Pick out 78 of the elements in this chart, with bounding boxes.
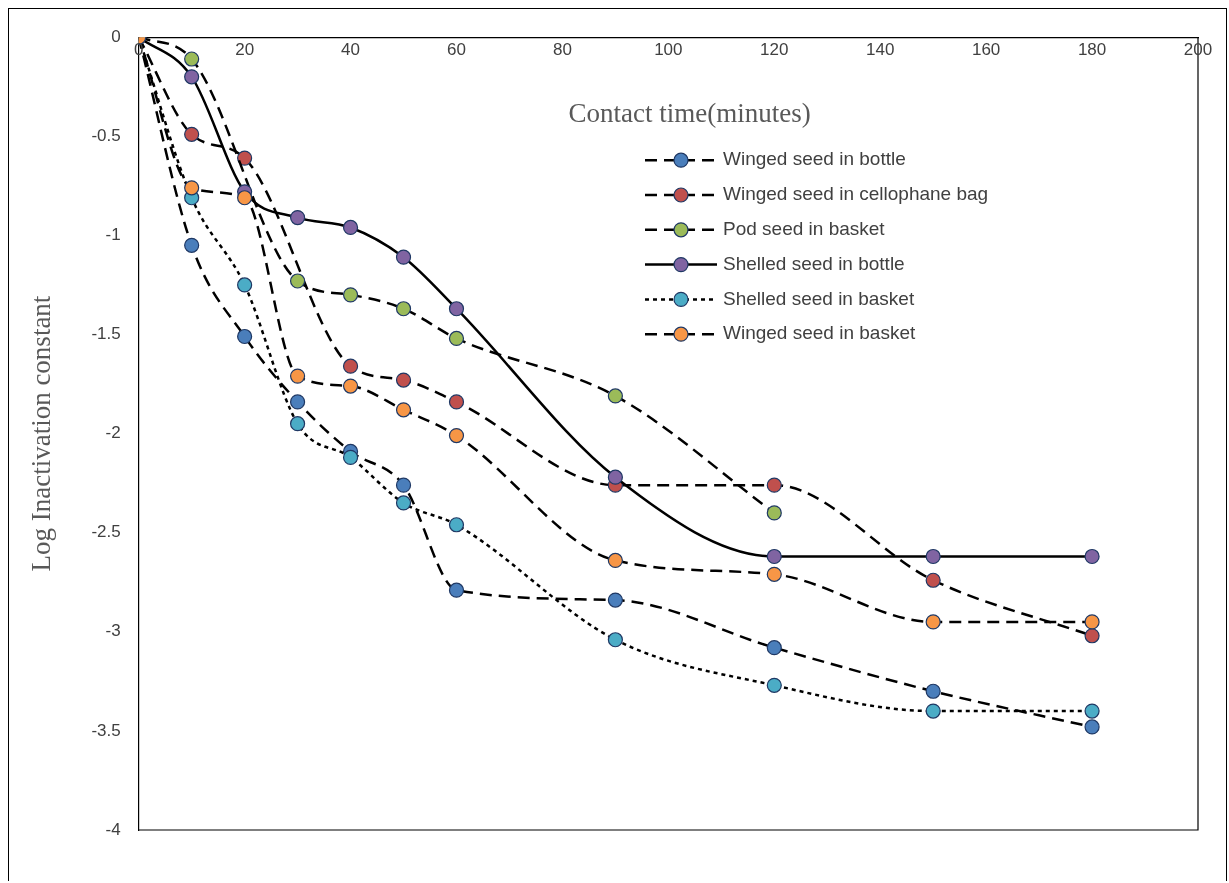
point: [395, 372, 412, 388]
legend-label: Shelled seed in basket: [723, 287, 915, 309]
x-tick-label: 180: [1077, 40, 1107, 60]
point: [237, 190, 253, 206]
point: [237, 277, 253, 293]
y-tick-label: -3.5: [91, 720, 121, 740]
point: [395, 402, 412, 418]
point: [289, 209, 306, 226]
x-tick-label: 160: [971, 40, 1001, 60]
point: [607, 469, 623, 485]
point: [395, 477, 412, 493]
point: [1084, 628, 1100, 644]
point: [237, 150, 253, 166]
point: [448, 517, 465, 533]
y-tick-label: -1: [105, 225, 121, 245]
x-axis-title: Contact time(minutes): [568, 98, 811, 129]
point: [342, 358, 359, 374]
x-tick-label: 40: [341, 40, 361, 60]
point: [766, 548, 782, 565]
point: [395, 301, 412, 317]
x-tick-label: 60: [447, 40, 466, 60]
point: [448, 427, 465, 444]
point: [395, 249, 412, 265]
point: [766, 505, 782, 521]
point: [342, 287, 359, 303]
point: [925, 703, 941, 719]
point: [607, 592, 623, 608]
legend-label: Shelled seed in bottle: [723, 252, 905, 274]
y-tick-label: -0.5: [91, 125, 121, 145]
point: [448, 582, 465, 598]
point: [607, 632, 623, 648]
point: [1084, 548, 1100, 565]
point: [184, 69, 200, 85]
x-tick-label: 80: [552, 40, 572, 60]
point: [289, 416, 306, 432]
legend-label: Winged seed in bottle: [723, 148, 906, 170]
y-tick-label: -2: [105, 423, 121, 443]
point: [448, 330, 465, 347]
y-tick-label: -1.5: [91, 324, 121, 344]
point: [237, 328, 253, 345]
point: [766, 566, 782, 582]
point: [184, 180, 200, 196]
point: [766, 677, 782, 693]
y-tick-label: -3: [105, 621, 121, 641]
point: [289, 273, 306, 289]
y-axis-title: Log Inactivation constant: [26, 295, 57, 572]
point: [925, 572, 941, 588]
x-tick-label: 100: [654, 40, 683, 60]
point: [607, 552, 623, 569]
point: [607, 388, 623, 404]
y-tick-label: 0: [111, 26, 121, 46]
point: [925, 683, 941, 699]
point: [1084, 614, 1100, 630]
y-tick-label: -4: [105, 819, 121, 839]
point: [925, 614, 941, 630]
point: [184, 126, 200, 142]
x-tick-label: 140: [866, 40, 895, 60]
point: [342, 219, 359, 236]
point: [395, 495, 412, 511]
point: [766, 640, 782, 656]
point: [342, 378, 359, 394]
legend-label: Pod seed in basket: [723, 218, 886, 240]
point: [184, 237, 200, 253]
point: [289, 394, 306, 410]
point: [448, 394, 465, 410]
legend-label: Winged seed in cellophane bag: [723, 183, 989, 205]
point: [766, 477, 782, 493]
point: [1084, 703, 1100, 719]
point: [448, 301, 465, 317]
point: [184, 51, 200, 67]
x-tick-label: 120: [760, 40, 789, 60]
x-tick-label: 20: [235, 40, 255, 60]
y-tick-label: -2.5: [91, 522, 121, 542]
legend-label: Winged seed in basket: [723, 322, 916, 344]
point: [289, 368, 306, 384]
point: [925, 548, 941, 565]
point: [342, 449, 359, 465]
point: [1084, 719, 1100, 735]
